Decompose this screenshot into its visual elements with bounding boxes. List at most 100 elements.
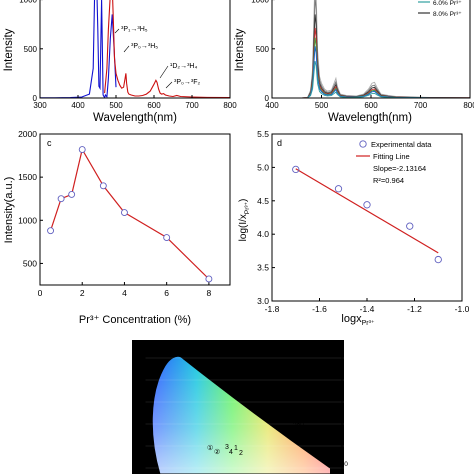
panel-a-xtick-label: 600 [147, 101, 161, 110]
panel-a-ytick-label: 1000 [19, 0, 37, 5]
panel-c-xlabel: Pr³⁺ Concentration (%) [79, 314, 191, 326]
panel-c-ylabel: Intensity(a.u.) [3, 177, 15, 244]
panel-c-ytick-label: 500 [23, 258, 37, 268]
panel-e-frame [144, 341, 343, 474]
panel-d-ytick-label: 4.5 [257, 196, 269, 206]
panel-e-point-label: 1 [234, 445, 238, 452]
panel-d-fit-line [295, 168, 439, 254]
panel-d-xtick-label: -1.8 [265, 304, 280, 314]
panel-d-ticks: -1.8 -1.6 -1.4 -1.2 -1.0 3.0 3.5 4.0 4.5 5.0 5.5 [257, 129, 469, 314]
panel-a-series-2 [104, 0, 230, 98]
panel-a-xlabel: Wavelength(nm) [93, 112, 177, 124]
panel-b-series-3 [301, 14, 470, 98]
panel-e-ytick-label: 0.6 [133, 410, 143, 417]
panel-b-xticks: 400 500 600 700 800 [265, 95, 474, 110]
panel-c-point [47, 227, 55, 235]
panel-b-series-2 [301, 0, 470, 98]
panel-c-xtick-label: 0 [38, 288, 43, 298]
panel-c-point [99, 182, 107, 190]
legend-d-slope: Slope=-2.13164 [373, 164, 426, 173]
panel-c-ticks: 0 2 4 6 8 500 1000 1500 2000 [18, 129, 211, 298]
legend-d-label-2: Fitting Line [373, 152, 410, 161]
panel-b-xtick-label: 600 [364, 101, 378, 110]
panel-e-wavelength-label: 560 [262, 392, 273, 399]
panel-b-ytick-label: 500 [256, 45, 270, 54]
panel-d-xtick-label: -1.4 [360, 304, 375, 314]
panel-e: e y 0.9 0.8 0.7 0.6 520 540 560 580 600 620 ①②34… [132, 340, 348, 474]
panel-e-label: e [333, 346, 338, 356]
panel-d-point [363, 201, 371, 209]
panel-c-ytick-label: 1000 [18, 215, 37, 225]
panel-d-xtick-label: -1.6 [312, 304, 327, 314]
panel-c-label: c [47, 138, 52, 148]
panel-a-xticks: 300 400 500 600 700 800 [33, 95, 237, 110]
panel-d-ytick-label: 3.0 [257, 296, 269, 306]
panel-d-ytick-label: 4.0 [257, 229, 269, 239]
panel-e-wavelength-label: 620 [337, 461, 348, 468]
panel-e-point-label: 3 [225, 444, 229, 451]
panel-a: 300 400 500 600 700 800 1000 500 0 Wavelength(n… [3, 0, 237, 124]
panel-b-series-1 [301, 0, 470, 98]
panel-c-point [78, 146, 86, 153]
panel-c-series [47, 146, 213, 283]
panel-b-ytick-label: 0 [265, 94, 270, 103]
cie-locus-outline [151, 356, 331, 474]
panel-c-point [57, 195, 65, 203]
panel-a-xtick-label: 300 [33, 101, 47, 110]
legend-b-label-2: 8.0% Pr³⁺ [433, 11, 462, 18]
panel-d-ylabel: log(I/xPr³⁺) [238, 199, 251, 242]
panel-d-xtick-label: -1.0 [455, 304, 470, 314]
panel-b-xlabel: Wavelength(nm) [328, 112, 412, 124]
legend-b-label-1: 6.0% Pr³⁺ [433, 0, 462, 7]
panel-e-ytick-label: 0.7 [133, 388, 143, 395]
panel-b-ylabel: Intensity [234, 28, 246, 71]
panel-e-ytick-label: 0.9 [133, 344, 143, 351]
panel-c-ytick-label: 1500 [18, 172, 37, 182]
panel-a-ytick-label: 0 [33, 94, 38, 103]
panel-c-frame [39, 133, 231, 286]
panel-c-point [68, 190, 76, 198]
panel-c-point [163, 234, 171, 241]
annot-p0-h5: ³P₀→³H₅ [131, 43, 158, 50]
panel-a-xtick-label: 800 [223, 101, 237, 110]
legend-d-r2: R²=0.964 [373, 176, 404, 185]
panel-d-point [406, 222, 414, 230]
panel-c-line [50, 147, 210, 280]
panel-b-xtick-label: 400 [265, 101, 279, 110]
panel-b-series-6 [301, 46, 470, 98]
cie-grid [145, 357, 344, 469]
panel-d-ytick-label: 5.0 [257, 162, 269, 172]
panel-a-xtick-label: 700 [185, 101, 199, 110]
panel-e-wavelength-label: 580 [293, 421, 304, 428]
panel-a-ytick-label: 500 [24, 45, 38, 54]
panel-d-xlabel: logxPr³⁺ [341, 313, 375, 327]
panel-e-yticks: 0.9 0.8 0.7 0.6 [133, 344, 143, 417]
panel-e-wavelength-labels: 520 540 560 580 600 620 [175, 347, 348, 468]
panel-c-xtick-label: 6 [164, 288, 169, 298]
panel-b-series-5 [301, 37, 470, 98]
panel-b-yticks: 1000 500 0 [251, 0, 275, 103]
panel-c-ytick-label: 2000 [18, 129, 37, 139]
panel-a-series-1 [40, 0, 117, 98]
panel-c-point [120, 209, 128, 216]
panel-c-xtick-label: 4 [122, 288, 127, 298]
panel-e-ytick-label: 0.8 [133, 366, 143, 373]
panel-d-series [292, 165, 442, 264]
panel-d-ytick-label: 3.5 [257, 263, 269, 273]
panel-e-point-label: ① [207, 444, 213, 452]
legend-d-label-1: Experimental data [371, 140, 432, 149]
panel-d: d -1.8 -1.6 -1.4 -1.2 -1.0 3.0 3.5 4.0 4.5 5.0 5.5… [238, 129, 470, 327]
panel-e-point-label: ② [214, 448, 220, 456]
panel-d-point [334, 185, 343, 193]
annot-p1-h5: ³P₁→³H₅ [121, 26, 148, 33]
cie-locus-shade [152, 356, 330, 474]
panel-c-point [205, 275, 213, 283]
panel-e-ylabel: y [140, 434, 144, 443]
panel-a-xtick-label: 400 [71, 101, 85, 110]
panel-b-xtick-label: 500 [315, 101, 329, 110]
panel-c-xtick-label: 8 [207, 288, 212, 298]
panel-e-point-label: 4 [229, 449, 233, 456]
panel-b-xtick-label: 800 [463, 101, 474, 110]
